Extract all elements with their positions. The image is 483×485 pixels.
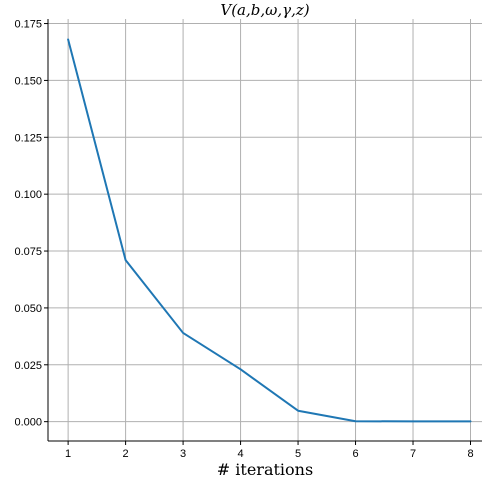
y-tick-label: 0.000	[14, 417, 42, 429]
x-tick-label: 4	[238, 448, 244, 460]
x-tick-label: 1	[65, 448, 71, 460]
chart-title: V(a,b,ω,γ,z)	[220, 1, 309, 19]
y-tick-label: 0.025	[14, 360, 42, 372]
y-tick-label: 0.175	[14, 19, 42, 31]
y-tick-label: 0.150	[14, 75, 42, 87]
data-point	[412, 420, 414, 422]
x-tick-label: 7	[410, 448, 416, 460]
data-point	[355, 420, 357, 422]
y-ticks: 0.000 0.025 0.050 0.075 0.100 0.125 0.150 0.175	[14, 19, 48, 429]
x-tick-label: 5	[295, 448, 301, 460]
y-tick-label: 0.125	[14, 132, 42, 144]
series-line	[67, 38, 472, 423]
series	[67, 38, 472, 423]
data-point	[67, 38, 69, 40]
x-tick-label: 8	[467, 448, 473, 460]
y-tick-label: 0.075	[14, 246, 42, 258]
grid	[48, 19, 482, 441]
data-point	[240, 368, 242, 370]
x-tick-label: 3	[180, 448, 186, 460]
x-axis-label: # iterations	[217, 460, 313, 479]
x-ticks: 1 2 3 4 5 6 7 8	[65, 441, 474, 460]
y-tick-label: 0.050	[14, 303, 42, 315]
data-point	[297, 410, 299, 412]
data-point	[182, 332, 184, 334]
data-point	[470, 420, 472, 422]
y-tick-label: 0.100	[14, 189, 42, 201]
x-tick-label: 6	[352, 448, 358, 460]
x-tick-label: 2	[123, 448, 129, 460]
axes	[47, 19, 482, 442]
data-point	[125, 259, 127, 261]
